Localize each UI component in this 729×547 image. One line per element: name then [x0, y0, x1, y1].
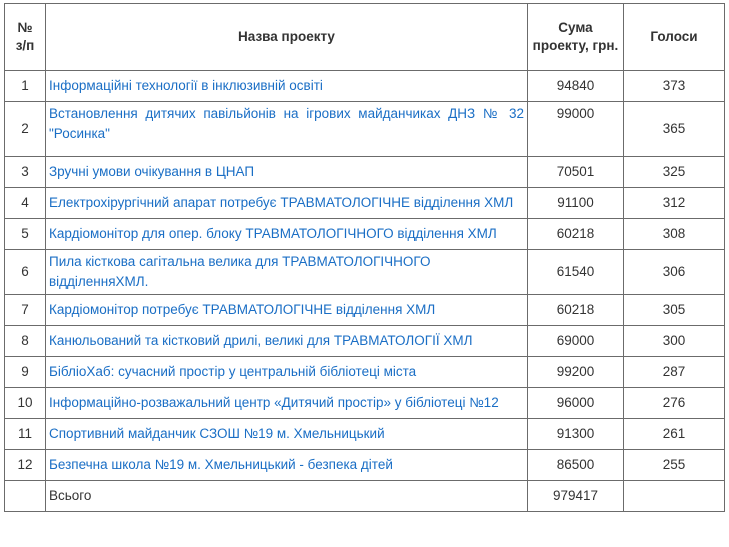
row-number: 12	[4, 449, 46, 481]
row-number: 4	[4, 187, 46, 219]
project-link[interactable]: Канюльований та кістковий дрилі, великі …	[49, 333, 473, 348]
project-link[interactable]: Пила кісткова сагітальна велика для ТРАВ…	[49, 254, 431, 289]
row-number: 7	[4, 294, 46, 326]
row-number: 5	[4, 218, 46, 250]
project-link[interactable]: Зручні умови очікування в ЦНАП	[49, 164, 255, 179]
project-link[interactable]: Спортивний майданчик СЗОШ №19 м. Хмельни…	[49, 426, 385, 441]
projects-table: № з/п Назва проекту Сума проекту, грн. Го…	[4, 3, 725, 512]
header-number-line2: з/п	[15, 38, 35, 53]
row-sum: 94840	[527, 70, 624, 102]
row-votes: 276	[623, 387, 725, 419]
row-votes: 287	[623, 356, 725, 388]
project-link[interactable]: Інформаційно-розважальний центр «Дитячий…	[49, 395, 499, 410]
project-link[interactable]: Безпечна школа №19 м. Хмельницький - без…	[49, 457, 393, 472]
row-votes: 255	[623, 449, 725, 481]
table-row: 11 Спортивний майданчик СЗОШ №19 м. Хмель…	[4, 418, 725, 450]
row-sum: 70501	[527, 156, 624, 188]
table-body: 1 Інформаційні технології в інклюзивній о…	[4, 70, 725, 481]
row-votes: 306	[623, 249, 725, 295]
row-number: 3	[4, 156, 46, 188]
row-number: 1	[4, 70, 46, 102]
row-sum: 96000	[527, 387, 624, 419]
table-row: 4 Електрохірургічний апарат потребує ТРАВ…	[4, 187, 725, 219]
row-sum: 69000	[527, 325, 624, 357]
row-number: 2	[4, 101, 46, 157]
table-row: 6 Пила кісткова сагітальна велика для ТРА…	[4, 249, 725, 295]
row-name-cell: Безпечна школа №19 м. Хмельницький - без…	[45, 449, 528, 481]
row-sum: 61540	[527, 249, 624, 295]
table-row: 8 Канюльований та кістковий дрилі, великі…	[4, 325, 725, 357]
row-votes: 365	[623, 101, 725, 157]
row-sum: 86500	[527, 449, 624, 481]
row-name-cell: Пила кісткова сагітальна велика для ТРАВ…	[45, 249, 528, 295]
row-sum: 60218	[527, 294, 624, 326]
row-number: 10	[4, 387, 46, 419]
row-votes: 325	[623, 156, 725, 188]
row-number: 8	[4, 325, 46, 357]
row-sum: 99200	[527, 356, 624, 388]
project-link[interactable]: Інформаційні технології в інклюзивній ос…	[49, 78, 323, 93]
row-number: 9	[4, 356, 46, 388]
total-label-cell: Всього	[45, 480, 528, 512]
row-name-cell: Інформаційно-розважальний центр «Дитячий…	[45, 387, 528, 419]
row-name-cell: Зручні умови очікування в ЦНАП	[45, 156, 528, 188]
header-votes: Голоси	[623, 3, 725, 71]
row-votes: 312	[623, 187, 725, 219]
table-row: 5 Кардіомонітор для опер. блоку ТРАВМАТОЛ…	[4, 218, 725, 250]
row-sum: 99000	[527, 101, 624, 157]
project-link[interactable]: Електрохірургічний апарат потребує ТРАВМ…	[49, 195, 514, 210]
total-label: Всього	[49, 488, 92, 503]
row-votes: 305	[623, 294, 725, 326]
row-name-cell: Канюльований та кістковий дрилі, великі …	[45, 325, 528, 357]
total-row: Всього 979417	[4, 480, 725, 512]
header-project-name: Назва проекту	[45, 3, 528, 71]
row-name-cell: Кардіомонітор для опер. блоку ТРАВМАТОЛО…	[45, 218, 528, 250]
row-votes: 308	[623, 218, 725, 250]
project-link[interactable]: Кардіомонітор потребує ТРАВМАТОЛОГІЧНЕ в…	[49, 302, 436, 317]
row-name-cell: Інформаційні технології в інклюзивній ос…	[45, 70, 528, 102]
project-link[interactable]: БібліоХаб: сучасний простір у центральні…	[49, 364, 417, 379]
table-row: 12 Безпечна школа №19 м. Хмельницький - б…	[4, 449, 725, 481]
project-link[interactable]: Кардіомонітор для опер. блоку ТРАВМАТОЛО…	[49, 226, 497, 241]
total-number-cell	[4, 480, 46, 512]
table-header-row: № з/п Назва проекту Сума проекту, грн. Го…	[4, 3, 725, 71]
project-link[interactable]: Встановлення дитячих павільйонів на ігро…	[49, 106, 524, 141]
row-number: 11	[4, 418, 46, 450]
total-votes-cell	[623, 480, 725, 512]
row-sum: 60218	[527, 218, 624, 250]
row-name-cell: Кардіомонітор потребує ТРАВМАТОЛОГІЧНЕ в…	[45, 294, 528, 326]
table-row: 10 Інформаційно-розважальний центр «Дитяч…	[4, 387, 725, 419]
header-project-sum: Сума проекту, грн.	[527, 3, 624, 71]
row-votes: 300	[623, 325, 725, 357]
header-number-line1: №	[17, 20, 33, 35]
header-number: № з/п	[4, 3, 46, 71]
row-votes: 373	[623, 70, 725, 102]
row-votes: 261	[623, 418, 725, 450]
row-name-cell: Спортивний майданчик СЗОШ №19 м. Хмельни…	[45, 418, 528, 450]
row-name-cell: БібліоХаб: сучасний простір у центральні…	[45, 356, 528, 388]
row-sum: 91300	[527, 418, 624, 450]
table-row: 2 Встановлення дитячих павільйонів на ігр…	[4, 101, 725, 157]
row-number: 6	[4, 249, 46, 295]
row-name-cell: Встановлення дитячих павільйонів на ігро…	[45, 101, 528, 157]
table-row: 9 БібліоХаб: сучасний простір у центральн…	[4, 356, 725, 388]
table-row: 1 Інформаційні технології в інклюзивній о…	[4, 70, 725, 102]
projects-table-container: № з/п Назва проекту Сума проекту, грн. Го…	[4, 3, 725, 512]
total-sum: 979417	[527, 480, 624, 512]
table-row: 7 Кардіомонітор потребує ТРАВМАТОЛОГІЧНЕ …	[4, 294, 725, 326]
table-row: 3 Зручні умови очікування в ЦНАП 70501 325	[4, 156, 725, 188]
row-name-cell: Електрохірургічний апарат потребує ТРАВМ…	[45, 187, 528, 219]
row-sum: 91100	[527, 187, 624, 219]
